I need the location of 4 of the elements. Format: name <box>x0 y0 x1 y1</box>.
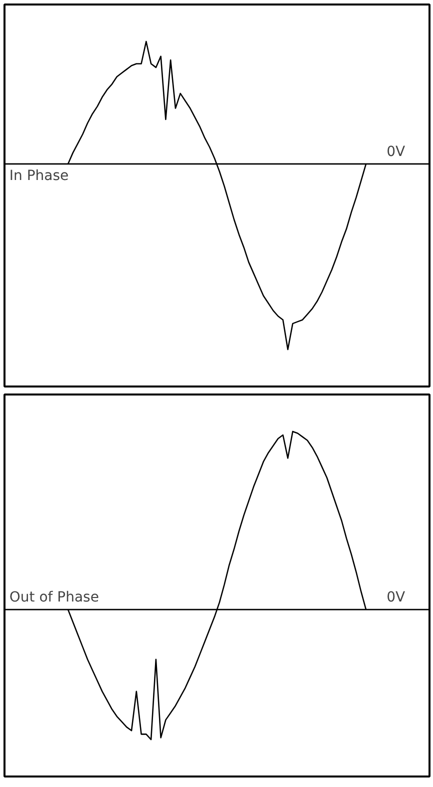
ref-line-label: 0V <box>386 590 406 606</box>
annotation: Out of Phase <box>9 590 99 606</box>
ref-line-label: 0V <box>386 144 406 160</box>
annotation: In Phase <box>9 168 69 184</box>
